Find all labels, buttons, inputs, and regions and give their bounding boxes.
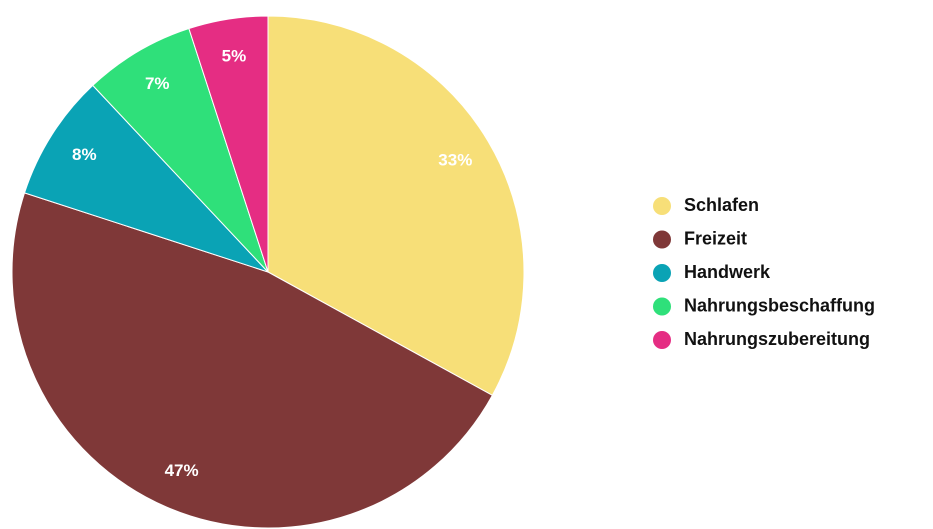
data-label: 8% (72, 145, 97, 164)
pie-slice (92, 27, 269, 273)
data-label: 7% (145, 74, 170, 93)
legend-label: Nahrungszubereitung (684, 329, 870, 349)
pie-slice (23, 84, 269, 273)
legend-swatch (653, 264, 671, 282)
pie-slice (267, 15, 525, 397)
legend-swatch (653, 297, 671, 316)
pie-slice (11, 192, 494, 529)
legend-swatch (653, 331, 671, 349)
legend-label: Handwerk (684, 262, 771, 282)
legend-swatch (653, 197, 671, 215)
pie-slice (188, 15, 269, 273)
legend-label: Schlafen (684, 195, 759, 215)
legend-label: Nahrungsbeschaffung (684, 295, 875, 315)
data-label: 33% (438, 151, 472, 170)
data-label: 47% (165, 461, 199, 480)
legend-label: Freizeit (684, 228, 747, 248)
data-label: 5% (222, 47, 247, 66)
legend-swatch (653, 230, 671, 249)
